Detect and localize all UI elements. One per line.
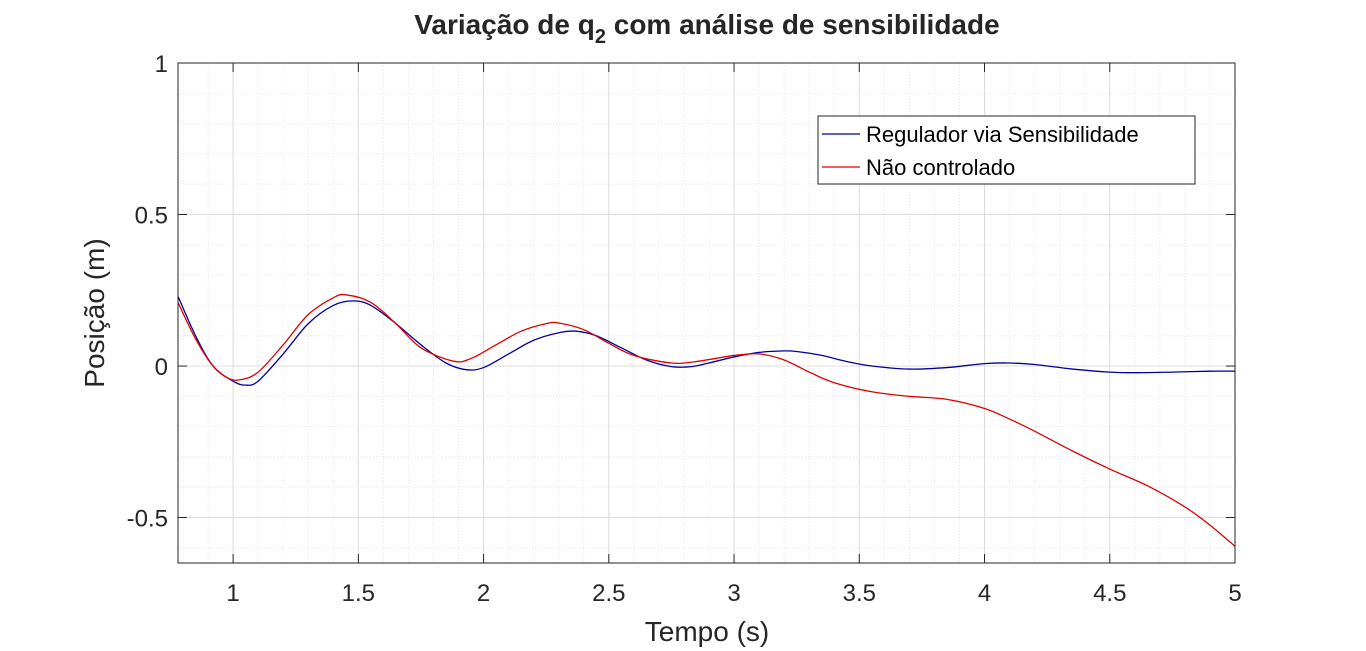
legend-label-regulador: Regulador via Sensibilidade — [866, 122, 1139, 147]
x-tick-label: 1.5 — [342, 580, 375, 607]
series-layer — [177, 293, 1236, 547]
series-line-nao-controlado — [177, 293, 1236, 547]
x-tick-label: 3.5 — [843, 580, 876, 607]
y-tick-label: 1 — [155, 51, 168, 78]
y-tick-label: 0.5 — [135, 203, 168, 230]
x-tick-labels: 1 1.5 2 2.5 3 3.5 4 4.5 5 — [226, 580, 1241, 607]
x-tick-label: 3 — [727, 580, 740, 607]
x-tick-label: 2.5 — [592, 580, 625, 607]
y-tick-label: 0 — [155, 354, 168, 381]
y-tick-label: -0.5 — [127, 506, 168, 533]
x-tick-label: 2 — [477, 580, 490, 607]
legend: Regulador via Sensibilidade Não controla… — [817, 115, 1196, 185]
chart-title: Variação de q2 com análise de sensibilid… — [414, 9, 999, 48]
chart-title-rest: com análise de sensibilidade — [606, 9, 1000, 40]
x-tick-label: 4.5 — [1093, 580, 1126, 607]
axes-box — [177, 62, 1236, 564]
x-tick-label: 1 — [226, 580, 239, 607]
legend-box — [817, 115, 1196, 185]
x-tick-label: 5 — [1228, 580, 1241, 607]
series-line-regulador — [177, 296, 1236, 386]
x-tick-label: 4 — [978, 580, 991, 607]
y-tick-labels: -0.5 0 0.5 1 — [127, 51, 168, 533]
chart-title-subscript: 2 — [595, 26, 606, 48]
legend-label-nao-controlado: Não controlado — [866, 155, 1015, 180]
chart-title-main: Variação de q — [414, 9, 595, 40]
x-axis-label: Tempo (s) — [645, 616, 769, 647]
ticks — [178, 62, 1236, 563]
y-axis-label: Posição (m) — [79, 238, 110, 387]
